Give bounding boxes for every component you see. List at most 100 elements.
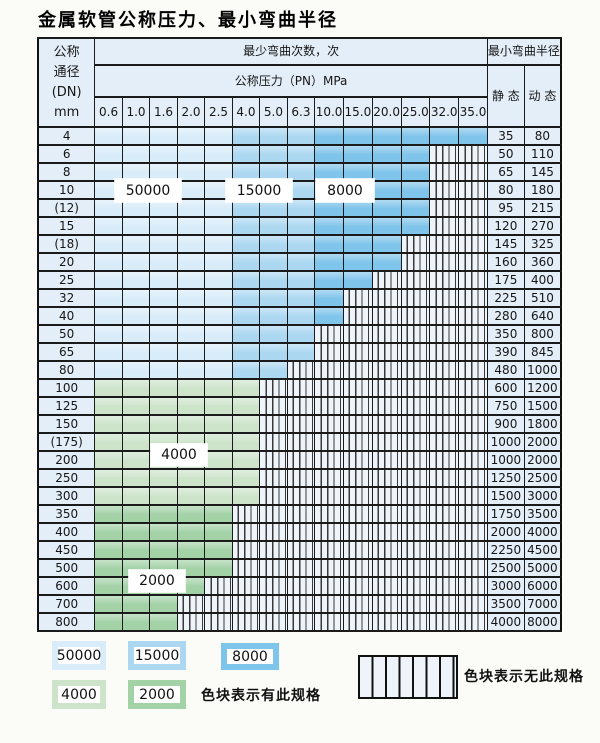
bend-times-header: 最少弯曲次数，次 bbox=[94, 37, 488, 66]
spec-available-cell bbox=[342, 216, 373, 236]
spec-unavailable-cell bbox=[259, 522, 288, 542]
legend-no-spec-swatch bbox=[358, 655, 458, 699]
spec-available-cell bbox=[94, 468, 123, 488]
spec-unavailable-cell bbox=[400, 360, 431, 380]
spec-available-cell bbox=[121, 342, 151, 362]
spec-available-cell bbox=[149, 468, 178, 488]
dn-header-line: (DN) bbox=[51, 84, 82, 100]
spec-unavailable-cell bbox=[458, 288, 488, 308]
spec-unavailable-cell bbox=[429, 378, 460, 398]
dn-cell: 6 bbox=[37, 144, 96, 164]
spec-available-cell bbox=[204, 414, 233, 434]
static-radius-cell: 2500 bbox=[486, 558, 525, 578]
spec-unavailable-cell bbox=[429, 234, 460, 254]
spec-available-cell bbox=[149, 324, 178, 344]
spec-available-cell bbox=[231, 486, 261, 506]
spec-available-cell bbox=[314, 270, 344, 290]
dynamic-radius-cell: 5000 bbox=[523, 558, 562, 578]
spec-available-cell bbox=[121, 468, 151, 488]
dynamic-radius-cell: 180 bbox=[523, 180, 562, 200]
spec-available-cell bbox=[94, 288, 123, 308]
dynamic-radius-cell: 1200 bbox=[523, 378, 562, 398]
spec-available-cell bbox=[149, 234, 178, 254]
legend-swatch: 8000 bbox=[221, 643, 279, 670]
spec-available-cell bbox=[121, 288, 151, 308]
static-radius-cell: 600 bbox=[486, 378, 525, 398]
pressure-value-header: 0.6 bbox=[94, 96, 123, 128]
spec-unavailable-cell bbox=[400, 468, 431, 488]
dynamic-radius-cell: 640 bbox=[523, 306, 562, 326]
spec-unavailable-cell bbox=[371, 396, 402, 416]
legend-swatch-value: 15000 bbox=[134, 647, 180, 664]
spec-available-cell bbox=[286, 162, 316, 182]
spec-unavailable-cell bbox=[314, 342, 344, 362]
spec-available-cell bbox=[149, 504, 178, 524]
spec-unavailable-cell bbox=[314, 324, 344, 344]
spec-unavailable-cell bbox=[286, 594, 316, 614]
spec-unavailable-cell bbox=[314, 504, 344, 524]
dn-cell: 200 bbox=[37, 450, 96, 470]
bend-count-label: 4000 bbox=[151, 444, 207, 466]
spec-unavailable-cell bbox=[458, 360, 488, 380]
table-row: 250 1250 2500 bbox=[37, 468, 562, 488]
spec-available-cell bbox=[204, 558, 233, 578]
spec-unavailable-cell bbox=[259, 396, 288, 416]
spec-unavailable-cell bbox=[371, 414, 402, 434]
table-row: 400 2000 4000 bbox=[37, 522, 562, 542]
spec-unavailable-cell bbox=[314, 414, 344, 434]
spec-unavailable-cell bbox=[371, 504, 402, 524]
spec-unavailable-cell bbox=[259, 540, 288, 560]
spec-unavailable-cell bbox=[176, 612, 206, 632]
spec-available-cell bbox=[176, 126, 206, 146]
spec-available-cell bbox=[149, 198, 178, 218]
dn-cell: 15 bbox=[37, 216, 96, 236]
spec-available-cell bbox=[231, 360, 261, 380]
spec-available-cell bbox=[94, 144, 123, 164]
spec-available-cell bbox=[149, 288, 178, 308]
spec-available-cell bbox=[121, 162, 151, 182]
table-row: (175) 1000 2000 bbox=[37, 432, 562, 452]
spec-available-cell bbox=[231, 324, 261, 344]
spec-available-cell bbox=[371, 216, 402, 236]
dn-cell: 8 bbox=[37, 162, 96, 182]
spec-available-cell bbox=[259, 126, 288, 146]
spec-available-cell bbox=[204, 162, 233, 182]
static-radius-cell: 4000 bbox=[486, 612, 525, 632]
spec-available-cell bbox=[400, 144, 431, 164]
static-radius-cell: 80 bbox=[486, 180, 525, 200]
spec-available-cell bbox=[204, 126, 233, 146]
spec-available-cell bbox=[94, 378, 123, 398]
static-radius-cell: 1750 bbox=[486, 504, 525, 524]
spec-unavailable-cell bbox=[314, 450, 344, 470]
pressure-value-header: 10.0 bbox=[314, 96, 344, 128]
spec-available-cell bbox=[176, 180, 206, 200]
spec-available-cell bbox=[259, 324, 288, 344]
dn-cell: 500 bbox=[37, 558, 96, 578]
spec-unavailable-cell bbox=[259, 594, 288, 614]
spec-unavailable-cell bbox=[342, 306, 373, 326]
spec-available-cell bbox=[314, 234, 344, 254]
static-radius-cell: 1000 bbox=[486, 432, 525, 452]
spec-unavailable-cell bbox=[342, 414, 373, 434]
spec-available-cell bbox=[231, 432, 261, 452]
spec-available-cell bbox=[204, 288, 233, 308]
spec-unavailable-cell bbox=[458, 432, 488, 452]
spec-available-cell bbox=[314, 216, 344, 236]
spec-unavailable-cell bbox=[259, 450, 288, 470]
dn-cell: 80 bbox=[37, 360, 96, 380]
spec-available-cell bbox=[94, 576, 123, 596]
spec-unavailable-cell bbox=[286, 558, 316, 578]
dn-cell: 4 bbox=[37, 126, 96, 146]
spec-available-cell bbox=[286, 306, 316, 326]
spec-unavailable-cell bbox=[371, 270, 402, 290]
spec-unavailable-cell bbox=[342, 522, 373, 542]
spec-unavailable-cell bbox=[458, 270, 488, 290]
spec-available-cell bbox=[371, 126, 402, 146]
spec-available-cell bbox=[400, 216, 431, 236]
spec-unavailable-cell bbox=[429, 432, 460, 452]
table-row: 50 350 800 bbox=[37, 324, 562, 344]
spec-unavailable-cell bbox=[400, 576, 431, 596]
spec-unavailable-cell bbox=[458, 324, 488, 344]
spec-available-cell bbox=[121, 252, 151, 272]
spec-available-cell bbox=[94, 252, 123, 272]
